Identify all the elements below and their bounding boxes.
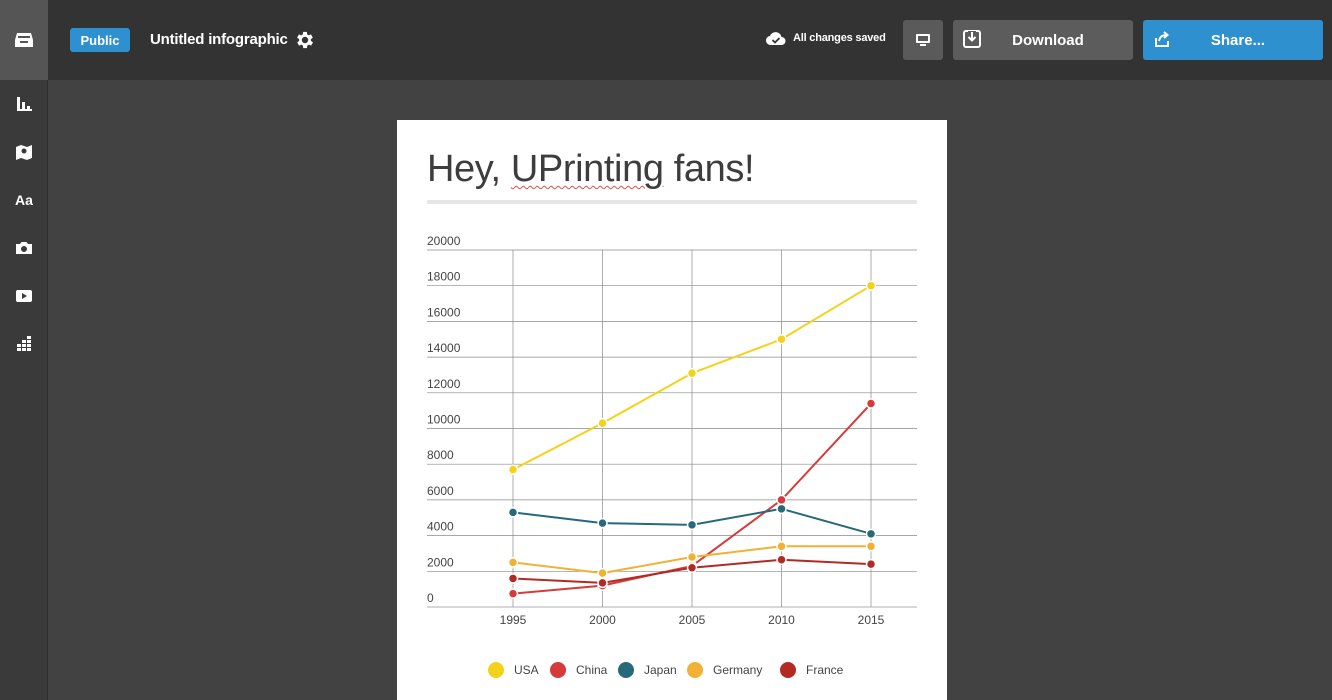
- videos-tool-button[interactable]: [0, 276, 48, 316]
- legend-label: USA: [514, 663, 539, 677]
- data-point: [865, 398, 877, 409]
- dashboard-button[interactable]: [0, 0, 48, 80]
- title-text-start: Hey,: [427, 148, 511, 190]
- visibility-badge[interactable]: Public: [70, 28, 130, 52]
- legend-swatch: [550, 662, 566, 678]
- photos-tool-button[interactable]: [0, 228, 48, 268]
- save-status: All changes saved: [766, 30, 886, 46]
- x-tick-label: 2010: [768, 613, 795, 627]
- download-icon: [963, 30, 981, 48]
- top-bar: Public Untitled infographic All changes …: [48, 0, 1332, 80]
- y-tick-label: 16000: [427, 305, 461, 319]
- share-button[interactable]: Share...: [1143, 20, 1323, 60]
- data-point: [507, 588, 519, 599]
- y-tick-label: 6000: [427, 484, 454, 498]
- text-tool-button[interactable]: Aa: [0, 180, 48, 220]
- gear-icon: [297, 31, 313, 49]
- y-tick-label: 20000: [427, 234, 461, 248]
- legend-swatch: [780, 662, 796, 678]
- x-tick-label: 2005: [679, 613, 706, 627]
- data-point: [776, 554, 787, 565]
- data-point: [507, 507, 519, 518]
- maps-tool-button[interactable]: [0, 132, 48, 172]
- save-status-text: All changes saved: [793, 32, 886, 44]
- text-icon: Aa: [15, 192, 33, 208]
- data-point: [865, 541, 877, 552]
- settings-button[interactable]: [294, 29, 316, 51]
- legend-label: Germany: [713, 663, 762, 677]
- legend-label: France: [806, 663, 844, 677]
- title-text-end: fans!: [663, 148, 755, 190]
- line-chart[interactable]: 0 2000 4000 6000 8000 10000 12000 14000 16000 180…: [397, 220, 947, 700]
- download-label: Download: [1012, 32, 1084, 49]
- data-point: [776, 541, 787, 552]
- download-button[interactable]: Download: [953, 20, 1133, 60]
- data-point: [776, 494, 787, 506]
- y-tick-label: 0: [427, 591, 434, 605]
- data-point: [865, 280, 877, 291]
- charts-tool-button[interactable]: [0, 84, 48, 124]
- data-point: [686, 367, 698, 379]
- cloud-check-icon: [766, 32, 786, 46]
- monitor-icon: [916, 34, 930, 46]
- data-point: [597, 417, 608, 429]
- grid-icon: [17, 336, 31, 351]
- title-text-misspelled: UPrinting: [510, 148, 664, 190]
- data-point: [776, 503, 787, 515]
- y-tick-label: 12000: [427, 377, 461, 391]
- data-point: [597, 567, 608, 579]
- camera-icon: [16, 242, 32, 254]
- chart-icon: [17, 97, 32, 111]
- data-point: [686, 551, 698, 563]
- share-label: Share...: [1210, 32, 1266, 49]
- data-point: [507, 464, 519, 475]
- document-title[interactable]: Untitled infographic: [150, 31, 288, 48]
- y-tick-label: 2000: [427, 555, 454, 569]
- legend-swatch: [488, 662, 504, 678]
- data-point: [865, 528, 877, 540]
- y-tick-label: 14000: [427, 341, 461, 355]
- legend-label: Japan: [644, 663, 677, 677]
- legend-swatch: [687, 662, 703, 678]
- x-tick-label: 2000: [589, 613, 616, 627]
- data-point: [507, 573, 519, 584]
- y-tick-label: 8000: [427, 448, 454, 462]
- infographic-canvas[interactable]: Hey, UPrinting fans! 0 2000 4000 6000 8000 10…: [397, 120, 947, 700]
- map-icon: [16, 145, 32, 160]
- data-point: [865, 558, 877, 570]
- elements-tool-button[interactable]: [0, 324, 48, 364]
- data-point: [776, 334, 787, 345]
- legend-label: China: [576, 663, 608, 677]
- infographic-title[interactable]: Hey, UPrinting fans!: [427, 148, 755, 191]
- legend-swatch: [618, 662, 634, 678]
- y-tick-label: 18000: [427, 270, 461, 284]
- video-icon: [16, 290, 32, 302]
- title-divider: [427, 200, 917, 204]
- data-point: [686, 519, 698, 531]
- data-point: [686, 562, 698, 573]
- x-tick-label: 2015: [858, 613, 885, 627]
- left-toolbar: Aa: [0, 0, 48, 700]
- y-tick-label: 4000: [427, 520, 454, 534]
- inbox-icon: [15, 33, 33, 47]
- x-tick-label: 1995: [500, 613, 527, 627]
- preview-button[interactable]: [903, 20, 943, 60]
- data-point: [597, 517, 608, 529]
- data-point: [507, 557, 519, 568]
- y-tick-label: 10000: [427, 413, 461, 427]
- data-point: [597, 577, 608, 589]
- share-icon: [1155, 31, 1170, 47]
